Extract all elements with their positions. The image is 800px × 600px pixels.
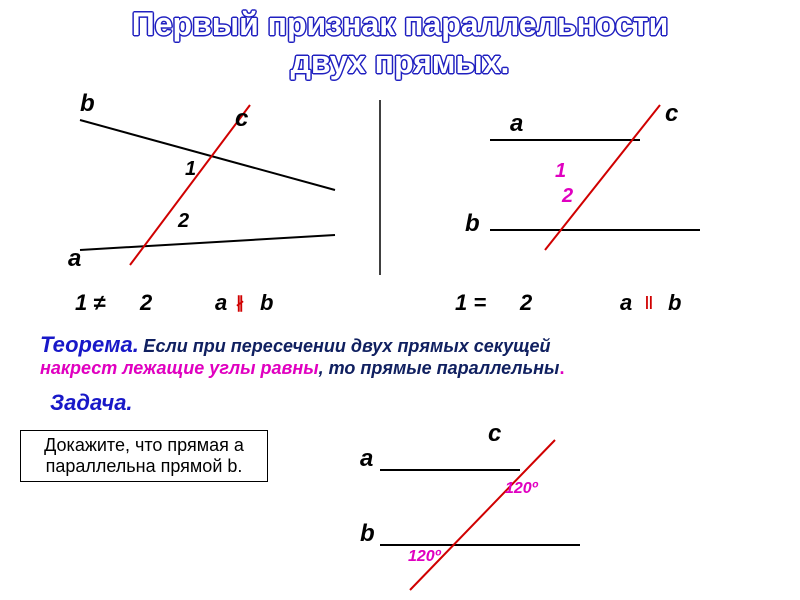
bot-label-c: c [488, 420, 501, 448]
left-rel-sym: ∦ [236, 293, 244, 313]
theorem-part2: накрест лежащие углы равны [40, 358, 319, 378]
right-label-2: 2 [562, 185, 573, 208]
right-rel-sym: || [645, 293, 653, 309]
task-box-line1: Докажите, что прямая a [29, 435, 259, 456]
bot-angle-1: 120º [505, 480, 538, 498]
left-label-1: 1 [185, 158, 196, 181]
line-left-b [80, 120, 335, 190]
right-rel-b: b [668, 290, 681, 316]
bot-label-a: a [360, 445, 373, 473]
right-rel-rhs: 2 [520, 290, 532, 316]
left-rel-lhs: 1 ≠ [75, 290, 105, 316]
right-rel-lhs: 1 = [455, 290, 486, 316]
right-rel-a: a [620, 290, 632, 316]
left-rel-rhs: 2 [140, 290, 152, 316]
theorem-dot: . [559, 358, 564, 378]
left-label-c: c [235, 105, 248, 133]
left-rel-b: b [260, 290, 273, 316]
left-label-a: a [68, 245, 81, 273]
right-label-a: a [510, 110, 523, 138]
theorem-part3: , то прямые параллельны [319, 358, 560, 378]
theorem-block: Теорема. Если при пересечении двух прямы… [40, 332, 780, 379]
right-label-b: b [465, 210, 480, 238]
theorem-part1: Если при пересечении двух прямых секущей [143, 336, 550, 356]
line-bot-c [410, 440, 555, 590]
bot-angle-2: 120º [408, 548, 441, 566]
task-label: Задача. [50, 390, 133, 416]
left-rel-a: a [215, 290, 227, 316]
line-left-a [80, 235, 335, 250]
bot-label-b: b [360, 520, 375, 548]
left-label-2: 2 [178, 210, 189, 233]
right-label-c: c [665, 100, 678, 128]
task-box-line2: параллельна прямой b. [29, 456, 259, 477]
left-label-b: b [80, 90, 95, 118]
theorem-label: Теорема. [40, 332, 139, 357]
right-label-1: 1 [555, 160, 566, 183]
task-box: Докажите, что прямая a параллельна прямо… [20, 430, 268, 482]
